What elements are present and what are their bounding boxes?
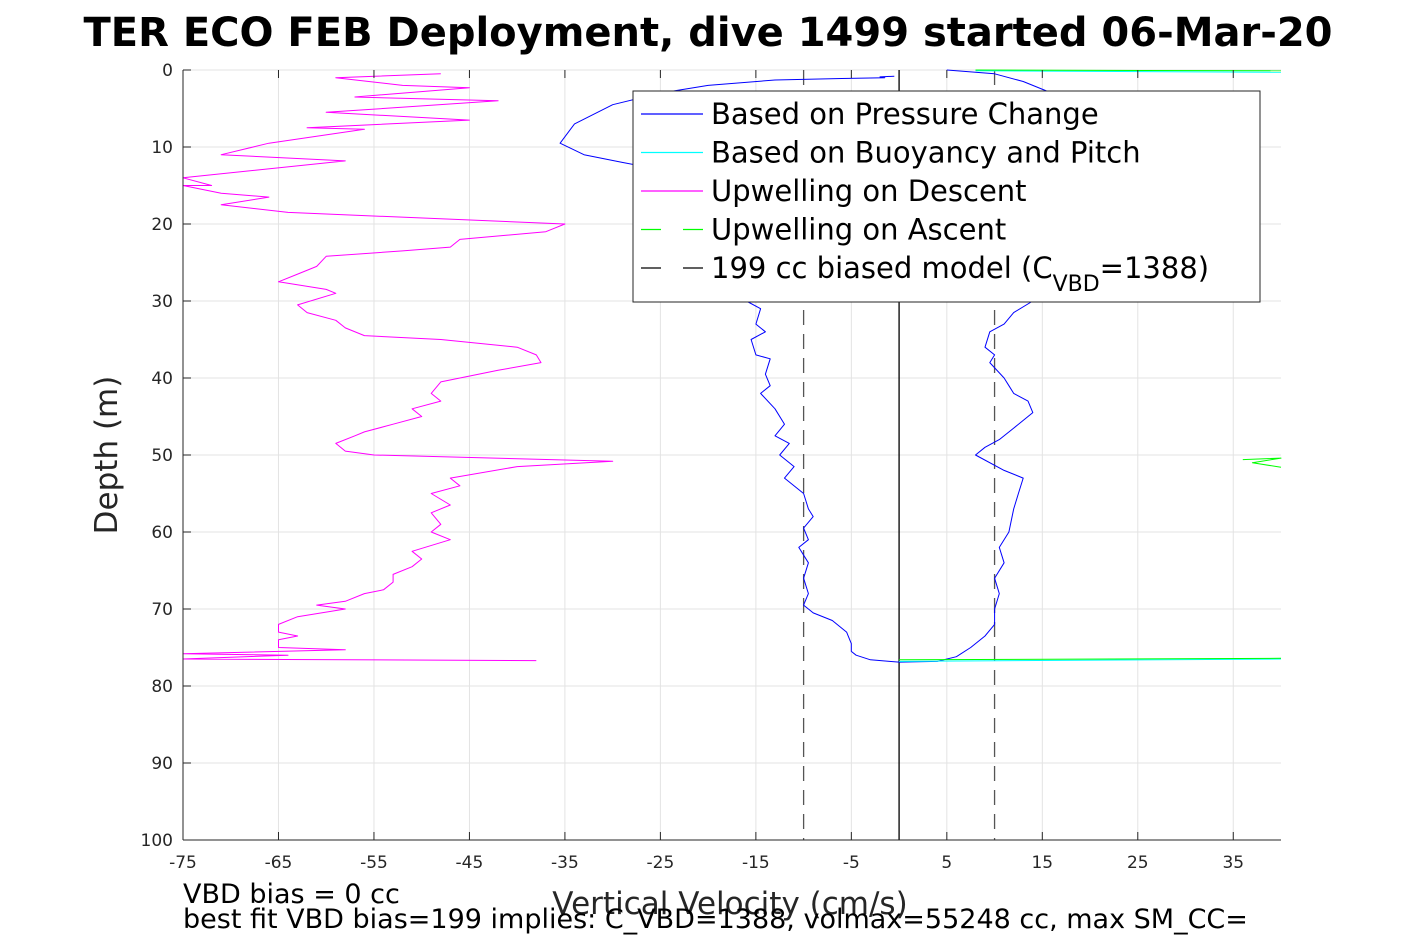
y-tick-label: 60 [151,523,173,543]
y-tick-label: 10 [151,138,173,158]
x-tick-label: -45 [456,853,484,873]
series-line [559,75,900,663]
x-tick-label: -65 [265,853,293,873]
y-tick-label: 40 [151,369,173,389]
legend-label-text: Upwelling on Ascent [711,213,1006,247]
data-series [182,69,1282,663]
y-tick-label: 100 [141,831,173,851]
x-tick-label: -5 [843,853,860,873]
legend-label: Upwelling on Ascent [711,213,1006,247]
series-line [899,300,1034,663]
x-tick-label: 35 [1222,853,1244,873]
x-tick-label: -75 [169,853,197,873]
x-axis-label: Vertical Velocity (cm/s) [552,886,907,922]
axes [182,69,1281,841]
legend-label: Based on Pressure Change [711,97,1099,131]
x-tick-label: 5 [941,853,952,873]
vbd-bias-note: VBD bias = 0 cc [183,879,400,910]
y-tick-label: 50 [151,446,173,466]
legend-label-text: Based on Buoyancy and Pitch [711,136,1141,170]
legend-label-text: Based on Pressure Change [711,97,1099,131]
chart-title: TER ECO FEB Deployment, dive 1499 starte… [83,10,1332,56]
series-line [1242,457,1282,468]
y-axis-label: Depth (m) [89,376,125,535]
x-tick-label: 25 [1127,853,1149,873]
y-tick-label: 70 [151,600,173,620]
legend-label-suffix: =1388) [1100,251,1209,285]
legend-label: Based on Buoyancy and Pitch [711,136,1141,170]
y-tick-label: 90 [151,754,173,774]
legend: Based on Pressure Change Based on Buoyanc… [632,90,1261,303]
legend-label-subscript: VBD [1053,272,1100,297]
series-line [975,70,1282,73]
series-line [182,73,614,662]
y-tick-label: 20 [151,215,173,235]
legend-box [632,90,1261,303]
series-line [899,657,1282,661]
x-tick-label: -35 [551,853,579,873]
x-tick-label: -55 [360,853,388,873]
legend-label-text: 199 cc biased model (C [711,251,1053,285]
legend-label: Upwelling on Descent [711,174,1027,208]
y-tick-labels: 0 10 20 30 40 50 60 70 80 90 100 [141,61,173,851]
legend-label: 199 cc biased model (CVBD=1388) [711,251,1209,297]
x-tick-label: -25 [647,853,675,873]
best-fit-note: best fit VBD bias=199 implies: C_VBD=138… [183,904,1248,935]
x-tick-label: 15 [1031,853,1053,873]
x-tick-labels: -75 -65 -55 -45 -35 -25 -15 -5 5 15 25 35 [169,853,1244,873]
series-line [899,658,1282,662]
series-line [975,69,1282,72]
y-tick-label: 80 [151,677,173,697]
x-tick-label: -15 [742,853,770,873]
legend-label-text: Upwelling on Descent [711,174,1027,208]
y-tick-label: 0 [162,61,173,81]
y-tick-label: 30 [151,292,173,312]
